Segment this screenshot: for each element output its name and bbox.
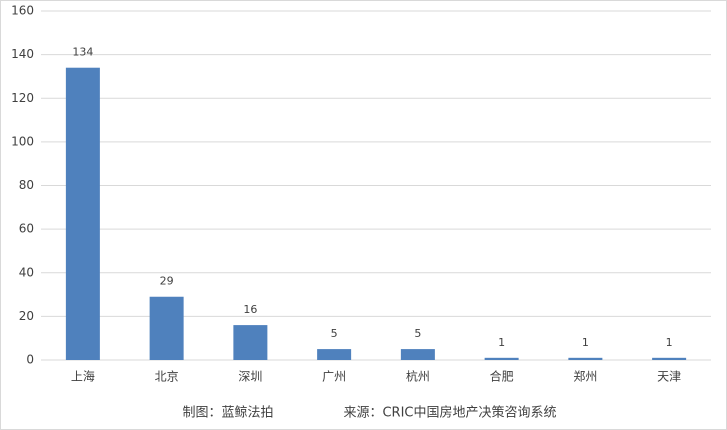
y-tick-label: 60: [19, 222, 34, 236]
data-label: 1: [498, 336, 505, 349]
x-tick-label: 郑州: [573, 369, 597, 384]
x-tick-label: 上海: [71, 369, 95, 384]
y-tick-label: 140: [11, 47, 34, 61]
x-tick-label: 北京: [155, 370, 179, 384]
annotation: 来源：CRIC中国房地产决策咨询系统: [343, 405, 556, 421]
y-tick-label: 20: [19, 309, 34, 323]
y-tick-label: 0: [26, 353, 34, 367]
bar: [317, 349, 352, 360]
data-label: 5: [414, 327, 421, 340]
data-label: 1: [666, 336, 673, 349]
y-tick-label: 100: [11, 134, 34, 148]
bar: [233, 325, 268, 360]
annotation: 制图：蓝鲸法拍: [182, 406, 273, 421]
x-tick-label: 天津: [657, 370, 681, 384]
bar: [484, 357, 519, 360]
data-label: 1: [582, 336, 589, 349]
y-tick-label: 120: [11, 91, 34, 105]
bar: [568, 357, 603, 360]
x-tick-label: 合肥: [490, 369, 514, 384]
x-tick-label: 深圳: [238, 370, 262, 384]
y-tick-label: 80: [19, 178, 34, 192]
bar: [652, 357, 687, 360]
data-label: 5: [331, 327, 338, 340]
y-tick-label: 40: [19, 265, 34, 279]
data-label: 134: [72, 46, 93, 59]
bar: [65, 67, 100, 361]
y-tick-label: 160: [11, 4, 34, 18]
data-label: 16: [243, 303, 257, 316]
bar: [400, 349, 435, 360]
x-tick-label: 广州: [322, 370, 346, 384]
x-tick-label: 杭州: [406, 369, 430, 384]
bar: [149, 296, 184, 360]
data-label: 29: [160, 275, 174, 288]
